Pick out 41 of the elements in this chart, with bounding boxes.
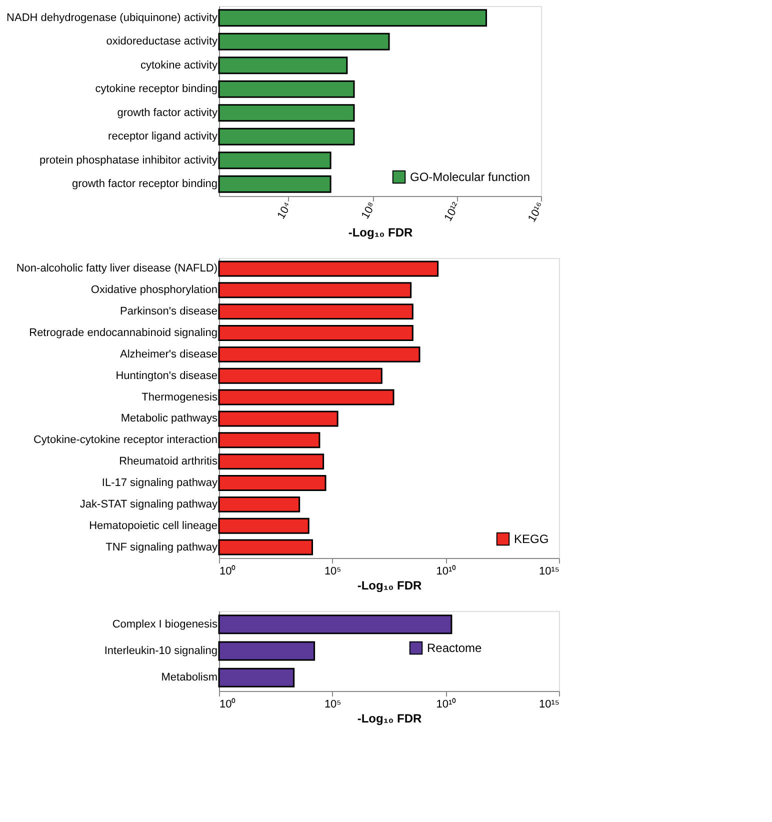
x-tick-label: 10⁰ xyxy=(220,698,236,710)
x-tick-label: 10⁸ xyxy=(360,200,378,222)
y-tick-label: Hematopoietic cell lineage xyxy=(89,520,218,532)
y-tick-label: Retrograde endocannabinoid signaling xyxy=(29,327,218,339)
legend-label: GO-Molecular function xyxy=(410,170,530,184)
y-tick-label: Complex I biogenesis xyxy=(112,618,218,630)
y-tick-label: TNF signaling pathway xyxy=(106,541,218,554)
x-tick-label: 10⁵ xyxy=(324,566,342,578)
y-tick-label: Cytokine-cytokine receptor interaction xyxy=(33,434,218,446)
y-tick-label: Thermogenesis xyxy=(142,391,218,404)
y-tick-label: Jak-STAT signaling pathway xyxy=(80,498,218,510)
y-tick-label: Interleukin-10 signaling xyxy=(104,645,218,657)
x-tick-label: 10¹⁵ xyxy=(539,698,560,710)
y-tick-label: Huntington's disease xyxy=(116,370,218,382)
x-tick-label: 10⁴ xyxy=(275,200,294,222)
y-tick-label: protein phosphatase inhibitor activity xyxy=(40,154,218,166)
y-tick-label: NADH dehydrogenase (ubiquinone) activity xyxy=(6,12,218,24)
legend-label: Reactome xyxy=(427,641,482,655)
y-tick-label: Metabolic pathways xyxy=(120,412,218,425)
y-tick-label: Alzheimer's disease xyxy=(120,348,218,360)
y-tick-label: growth factor activity xyxy=(117,106,218,119)
x-axis-title: -Log₁₀ FDR xyxy=(357,578,422,592)
y-tick-label: Metabolism xyxy=(161,672,218,684)
y-tick-label: Rheumatoid arthritis xyxy=(119,456,218,468)
x-tick-label: 10¹⁰ xyxy=(436,698,456,710)
y-tick-label: Non-alcoholic fatty liver disease (NAFLD) xyxy=(16,262,218,275)
y-tick-label: Oxidative phosphorylation xyxy=(90,284,218,296)
legend-label: KEGG xyxy=(514,532,549,546)
y-tick-label: cytokine receptor binding xyxy=(95,83,218,96)
x-axis-title: -Log₁₀ FDR xyxy=(357,712,422,726)
x-tick-label: 10¹⁵ xyxy=(539,566,560,578)
y-tick-label: Parkinson's disease xyxy=(120,306,218,318)
y-tick-label: growth factor receptor binding xyxy=(72,178,218,190)
y-tick-label: IL-17 signaling pathway xyxy=(102,477,218,489)
x-tick-label: 10¹⁰ xyxy=(436,564,456,578)
x-tick-label: 10⁵ xyxy=(324,698,342,710)
x-axis-title: -Log₁₀ FDR xyxy=(348,226,414,240)
y-tick-label: cytokine activity xyxy=(140,59,218,72)
x-tick-label: 10⁰ xyxy=(220,564,236,578)
y-tick-label: receptor ligand activity xyxy=(108,130,218,143)
y-tick-label: oxidoreductase activity xyxy=(106,36,218,48)
